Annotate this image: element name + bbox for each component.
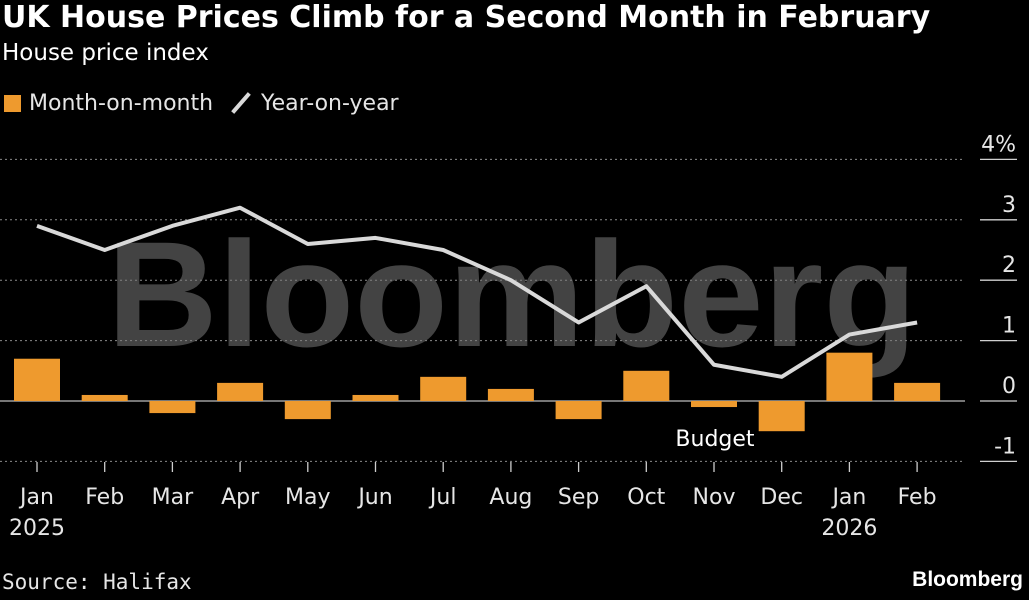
bar-month-on-month <box>149 401 196 414</box>
line-year-on-year <box>36 205 918 379</box>
bar-month-on-month <box>14 358 60 401</box>
y-tick-label: 0 <box>1002 374 1016 399</box>
brand-logo: Bloomberg <box>912 568 1023 591</box>
legend-label-month-on-month: Month-on-month <box>29 90 214 116</box>
x-tick-label: Apr <box>221 485 260 510</box>
x-year-label: 2025 <box>9 516 65 541</box>
annotation-budget: Budget <box>675 427 755 452</box>
bar-month-on-month <box>623 370 670 401</box>
x-tick-label: Dec <box>760 485 803 510</box>
x-year-label: 2026 <box>821 516 877 541</box>
legend-bar-swatch <box>4 94 21 112</box>
y-tick-label: 2 <box>1002 253 1016 278</box>
legend: Month-on-month Year-on-year <box>4 89 417 117</box>
x-tick-label: Jan <box>18 485 54 510</box>
bar-month-on-month <box>758 401 805 432</box>
bar-month-on-month <box>81 394 128 401</box>
bar-month-on-month <box>487 388 534 401</box>
x-tick-label: Oct <box>627 485 665 510</box>
x-tick-label: Mar <box>152 485 194 510</box>
x-tick-label: Aug <box>489 485 532 510</box>
legend-item-month-on-month: Month-on-month <box>4 91 213 116</box>
legend-line-swatch <box>231 92 251 114</box>
bar-month-on-month <box>555 401 602 420</box>
bar-month-on-month <box>691 401 737 408</box>
legend-item-year-on-year: Year-on-year <box>231 91 399 116</box>
y-tick-label: 1 <box>1002 314 1016 339</box>
bar-month-on-month <box>826 352 873 401</box>
y-tick-label: 3 <box>1002 193 1016 218</box>
x-tick-label: Sep <box>558 485 599 510</box>
x-tick-label: Feb <box>898 485 937 510</box>
x-tick-label: Jul <box>428 485 457 510</box>
x-tick-label: Nov <box>693 485 736 510</box>
y-tick-label: 4% <box>981 132 1016 157</box>
bar-month-on-month <box>352 394 399 401</box>
x-tick-label: Feb <box>85 485 124 510</box>
legend-label-year-on-year: Year-on-year <box>261 90 399 116</box>
chart-subtitle: House price index <box>2 40 209 66</box>
x-tick-label: Jan <box>830 485 866 510</box>
chart-title: UK House Prices Climb for a Second Month… <box>2 0 931 35</box>
watermark-logo: Bloomberg <box>107 210 917 378</box>
bar-month-on-month <box>217 382 264 401</box>
bar-month-on-month <box>284 401 331 420</box>
x-tick-label: Jun <box>356 485 392 510</box>
source-note: Source: Halifax <box>2 570 192 594</box>
y-tick-label: -1 <box>994 434 1016 459</box>
bar-month-on-month <box>894 382 941 401</box>
bar-month-on-month <box>420 376 467 401</box>
x-tick-label: May <box>285 485 330 510</box>
